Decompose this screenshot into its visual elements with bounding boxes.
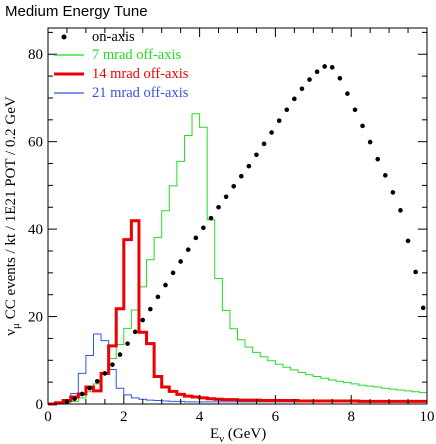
y-tick-label: 60 (28, 135, 43, 151)
on-axis-point (238, 173, 244, 179)
on-axis-point (102, 371, 108, 376)
on-axis-point (367, 139, 373, 145)
on-axis-point (269, 130, 274, 135)
series-layer (48, 64, 427, 406)
on-axis-point (314, 69, 320, 75)
y-tick-label: 40 (28, 222, 43, 238)
on-axis-point (352, 107, 358, 113)
on-axis-point (178, 259, 183, 264)
on-axis-point (79, 391, 85, 397)
legend: on-axis 7 mrad off-axis 14 mrad off-axis 21… (54, 29, 189, 101)
y-tick-label: 80 (28, 47, 43, 63)
series-7-mrad-off-axis-line (48, 113, 427, 405)
y-tick-label: 0 (36, 397, 44, 413)
on-axis-point (390, 190, 396, 195)
on-axis-point (398, 208, 403, 213)
series-14-mrad-off-axis-line (48, 219, 427, 406)
on-axis-point (322, 64, 327, 69)
on-axis-point (185, 247, 191, 252)
legend-label: 7 mrad off-axis (92, 47, 181, 63)
on-axis-point (193, 235, 199, 241)
legend-label: 14 mrad off-axis (92, 66, 189, 82)
on-axis-point (155, 294, 161, 300)
legend-label: on-axis (92, 29, 135, 45)
on-axis-point (345, 91, 350, 96)
on-axis-point (163, 282, 168, 288)
series-21-mrad-off-axis-line (48, 333, 427, 405)
on-axis-point (405, 238, 411, 244)
x-tick-label: 2 (120, 409, 128, 425)
on-axis-point (276, 118, 282, 123)
on-axis-point (231, 183, 237, 189)
x-tick-label: 8 (347, 409, 355, 425)
on-axis-point (360, 123, 365, 129)
on-axis-point (307, 77, 312, 82)
legend-marker-dot (61, 34, 67, 40)
on-axis-point (208, 215, 214, 221)
on-axis-point (140, 317, 146, 323)
on-axis-point (201, 225, 206, 231)
series-on-axis-points (64, 64, 426, 405)
y-tick-label: 20 (28, 310, 43, 326)
on-axis-point (284, 107, 290, 113)
on-axis-point (254, 152, 259, 158)
on-axis-point (117, 352, 123, 357)
axis-layer: 0 2 4 6 8 10 0 20 40 60 80 (28, 28, 435, 425)
y-axis-title: νμ CC events / kt / 1E21 POT / 0.2 GeV (3, 96, 22, 336)
on-axis-point (420, 305, 426, 311)
on-axis-point (337, 75, 343, 81)
on-axis-point (170, 270, 176, 276)
legend-label: 21 mrad off-axis (92, 85, 189, 101)
on-axis-point (261, 141, 267, 147)
x-tick-label: 6 (272, 409, 280, 425)
chart-title: Medium Energy Tune (5, 3, 148, 20)
on-axis-point (87, 385, 92, 391)
on-axis-point (216, 204, 221, 210)
on-axis-point (246, 163, 252, 169)
on-axis-point (94, 378, 100, 384)
on-axis-point (72, 396, 77, 402)
on-axis-point (125, 341, 130, 346)
on-axis-point (110, 362, 115, 367)
on-axis-point (329, 65, 335, 70)
on-axis-point (413, 269, 418, 275)
on-axis-point (132, 329, 138, 335)
x-tick-label: 10 (420, 409, 435, 425)
on-axis-point (299, 86, 305, 92)
on-axis-point (223, 194, 229, 200)
on-axis-point (292, 96, 297, 102)
x-tick-label: 4 (196, 409, 204, 425)
on-axis-point (375, 156, 381, 162)
x-axis-title: Eν (GeV) (210, 426, 266, 444)
on-axis-point (383, 173, 388, 178)
x-tick-label: 0 (44, 409, 52, 425)
on-axis-point (148, 306, 153, 312)
